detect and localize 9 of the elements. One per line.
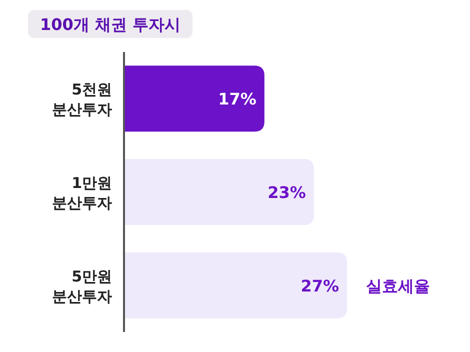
chart-title: 100개 채권 투자시 <box>40 15 181 34</box>
data-label: 23% <box>268 183 306 202</box>
data-label: 17% <box>218 90 256 109</box>
title: 100개 채권 투자시 <box>28 10 193 38</box>
y-tick-label: 1만원 분산투자 <box>52 174 112 212</box>
text: 실효세율 <box>366 276 430 296</box>
data-label: 27% <box>300 276 339 296</box>
y-tick-label: 5만원 분산투자 <box>52 267 112 306</box>
y-tick-label: 5천원 분산투자 <box>52 80 112 119</box>
